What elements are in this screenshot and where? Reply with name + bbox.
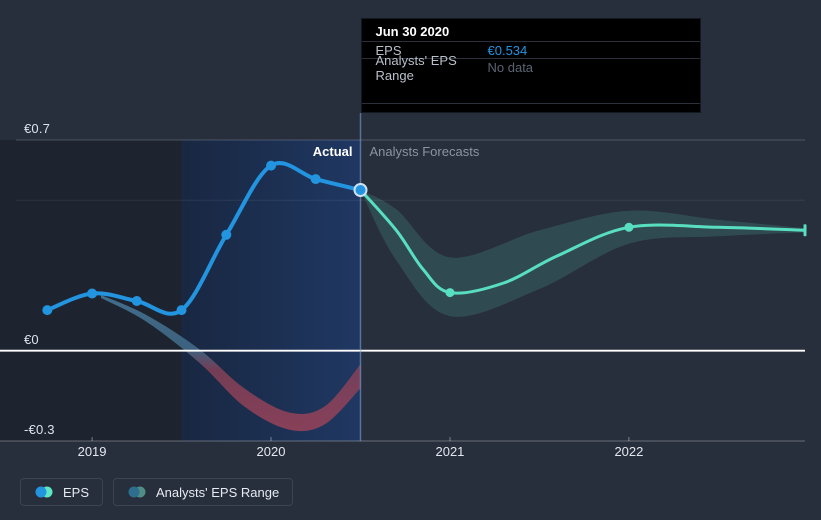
analysts-past-range-band [101,295,361,432]
eps-actual-line [45,161,363,316]
tooltip-eps-value: €0.534 [487,42,528,58]
x-axis-label-2020: 2020 [256,444,286,459]
eps-legend-dots-icon [35,486,53,498]
x-axis-label-2019: 2019 [77,444,107,459]
selected-point-marker[interactable] [353,183,368,197]
eps-forecast-line [359,188,807,295]
y-axis-label-0: €0 [24,331,39,347]
actual-point-marker [310,174,321,185]
forecast-point-marker [624,222,634,232]
analysts-forecast-range-band [360,190,805,317]
actual-point-marker [221,229,232,240]
tooltip-eps-label: EPS [375,42,402,58]
actual-point-marker [87,288,98,299]
tooltip-range-label: Analysts' EPS Range [375,52,457,83]
actual-zone-label: Actual [312,144,353,159]
chart-legend: EPS Analysts' EPS Range [20,478,294,506]
forecast-end-cap [803,224,807,237]
forecast-zone-label: Analysts Forecasts [369,144,480,159]
legend-range-label: Analysts' EPS Range [156,484,280,500]
y-axis-label-neg0_3: -€0.3 [24,422,55,437]
tooltip-footer-divider [361,103,700,112]
forecast-point-marker [445,288,455,298]
x-axis-label-2021: 2021 [435,444,465,459]
range-legend-dots-icon [128,486,146,498]
actual-point-marker [176,305,187,316]
x-axis-label-2022: 2022 [614,444,644,459]
actual-point-marker [131,296,142,306]
actual-point-marker [266,160,276,171]
legend-toggle-eps[interactable]: EPS [20,478,104,506]
legend-toggle-analysts-range[interactable]: Analysts' EPS Range [113,478,294,506]
tooltip-range-value: No data [487,60,534,75]
tooltip-range-row: Analysts' EPS Range No data [362,53,700,83]
y-axis-label-0_7: €0.7 [24,121,51,136]
actual-point-marker [42,305,53,316]
tooltip-date-title: Jun 30 2020 [361,19,700,42]
legend-eps-label: EPS [63,484,90,500]
tooltip-eps-row: EPS €0.534 [361,42,700,59]
hover-tooltip: Jun 30 2020 EPS €0.534 Analysts' EPS Ran… [360,18,701,113]
last-12m-highlight [181,140,361,441]
